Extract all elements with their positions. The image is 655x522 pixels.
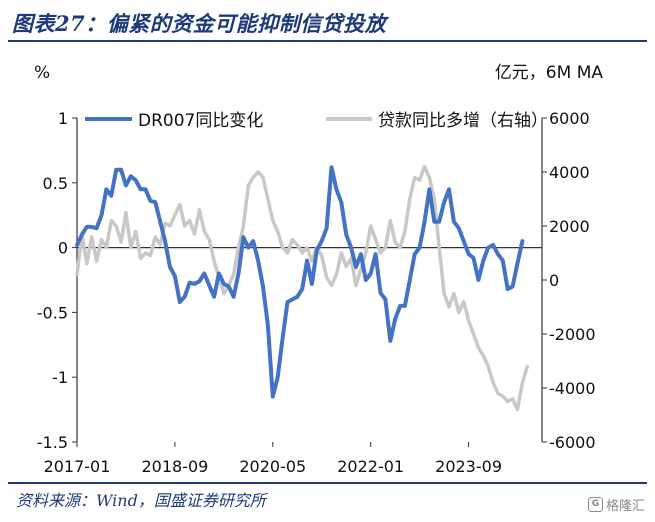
legend-label-left-series: DR007同比变化 [138, 111, 263, 131]
right-axis-tick-label: 4000 [549, 163, 590, 182]
title-divider [8, 40, 647, 42]
watermark-logo-icon: G [587, 497, 603, 512]
x-axis-tick-label: 2018-09 [141, 457, 208, 476]
left-axis-tick-label: 1 [58, 109, 68, 128]
watermark: G 格隆汇 [587, 495, 645, 514]
right-axis-tick-label: -2000 [549, 325, 596, 344]
x-axis-tick-label: 2020-05 [239, 457, 306, 476]
left-axis-tick-label: -0.5 [37, 303, 68, 322]
chart-title: 图表27：偏紧的资金可能抑制信贷投放 [12, 11, 387, 36]
axes: 1 0.5 0 -0.5 -1 -1.5 6000 4000 2000 0 -2000 -4000 -6… [37, 109, 596, 476]
series-line-right [75, 164, 530, 412]
series-line-left [75, 165, 525, 399]
series-lines [75, 164, 530, 412]
source-note: 资料来源：Wind，国盛证券研究所 [16, 491, 266, 510]
x-axis-tick-label: 2017-01 [44, 457, 111, 476]
right-axis-tick-label: -6000 [549, 433, 596, 452]
watermark-text: 格隆汇 [605, 499, 645, 514]
left-axis-tick-label: 0.5 [43, 174, 68, 193]
right-axis-tick-label: 6000 [549, 109, 590, 128]
chart: % 亿元，6M MA DR007同比变化 贷款同比多增（右轴） 1 0.5 0 -0.… [34, 63, 604, 476]
left-axis-tick-label: 0 [58, 239, 68, 258]
right-axis-tick-label: -4000 [549, 379, 596, 398]
left-axis-tick-label: -1.5 [37, 433, 68, 452]
right-axis-tick-label: 0 [549, 271, 559, 290]
left-axis-unit: % [34, 63, 50, 83]
source-divider [8, 482, 647, 484]
x-axis-tick-label: 2022-01 [337, 457, 404, 476]
x-axis-tick-label: 2023-09 [435, 457, 502, 476]
right-axis-unit: 亿元，6M MA [495, 63, 604, 83]
left-axis-tick-label: -1 [52, 368, 68, 387]
right-axis-tick-label: 2000 [549, 217, 590, 236]
legend-label-right-series: 贷款同比多增（右轴） [378, 111, 548, 131]
legend: DR007同比变化 贷款同比多增（右轴） [85, 111, 548, 131]
